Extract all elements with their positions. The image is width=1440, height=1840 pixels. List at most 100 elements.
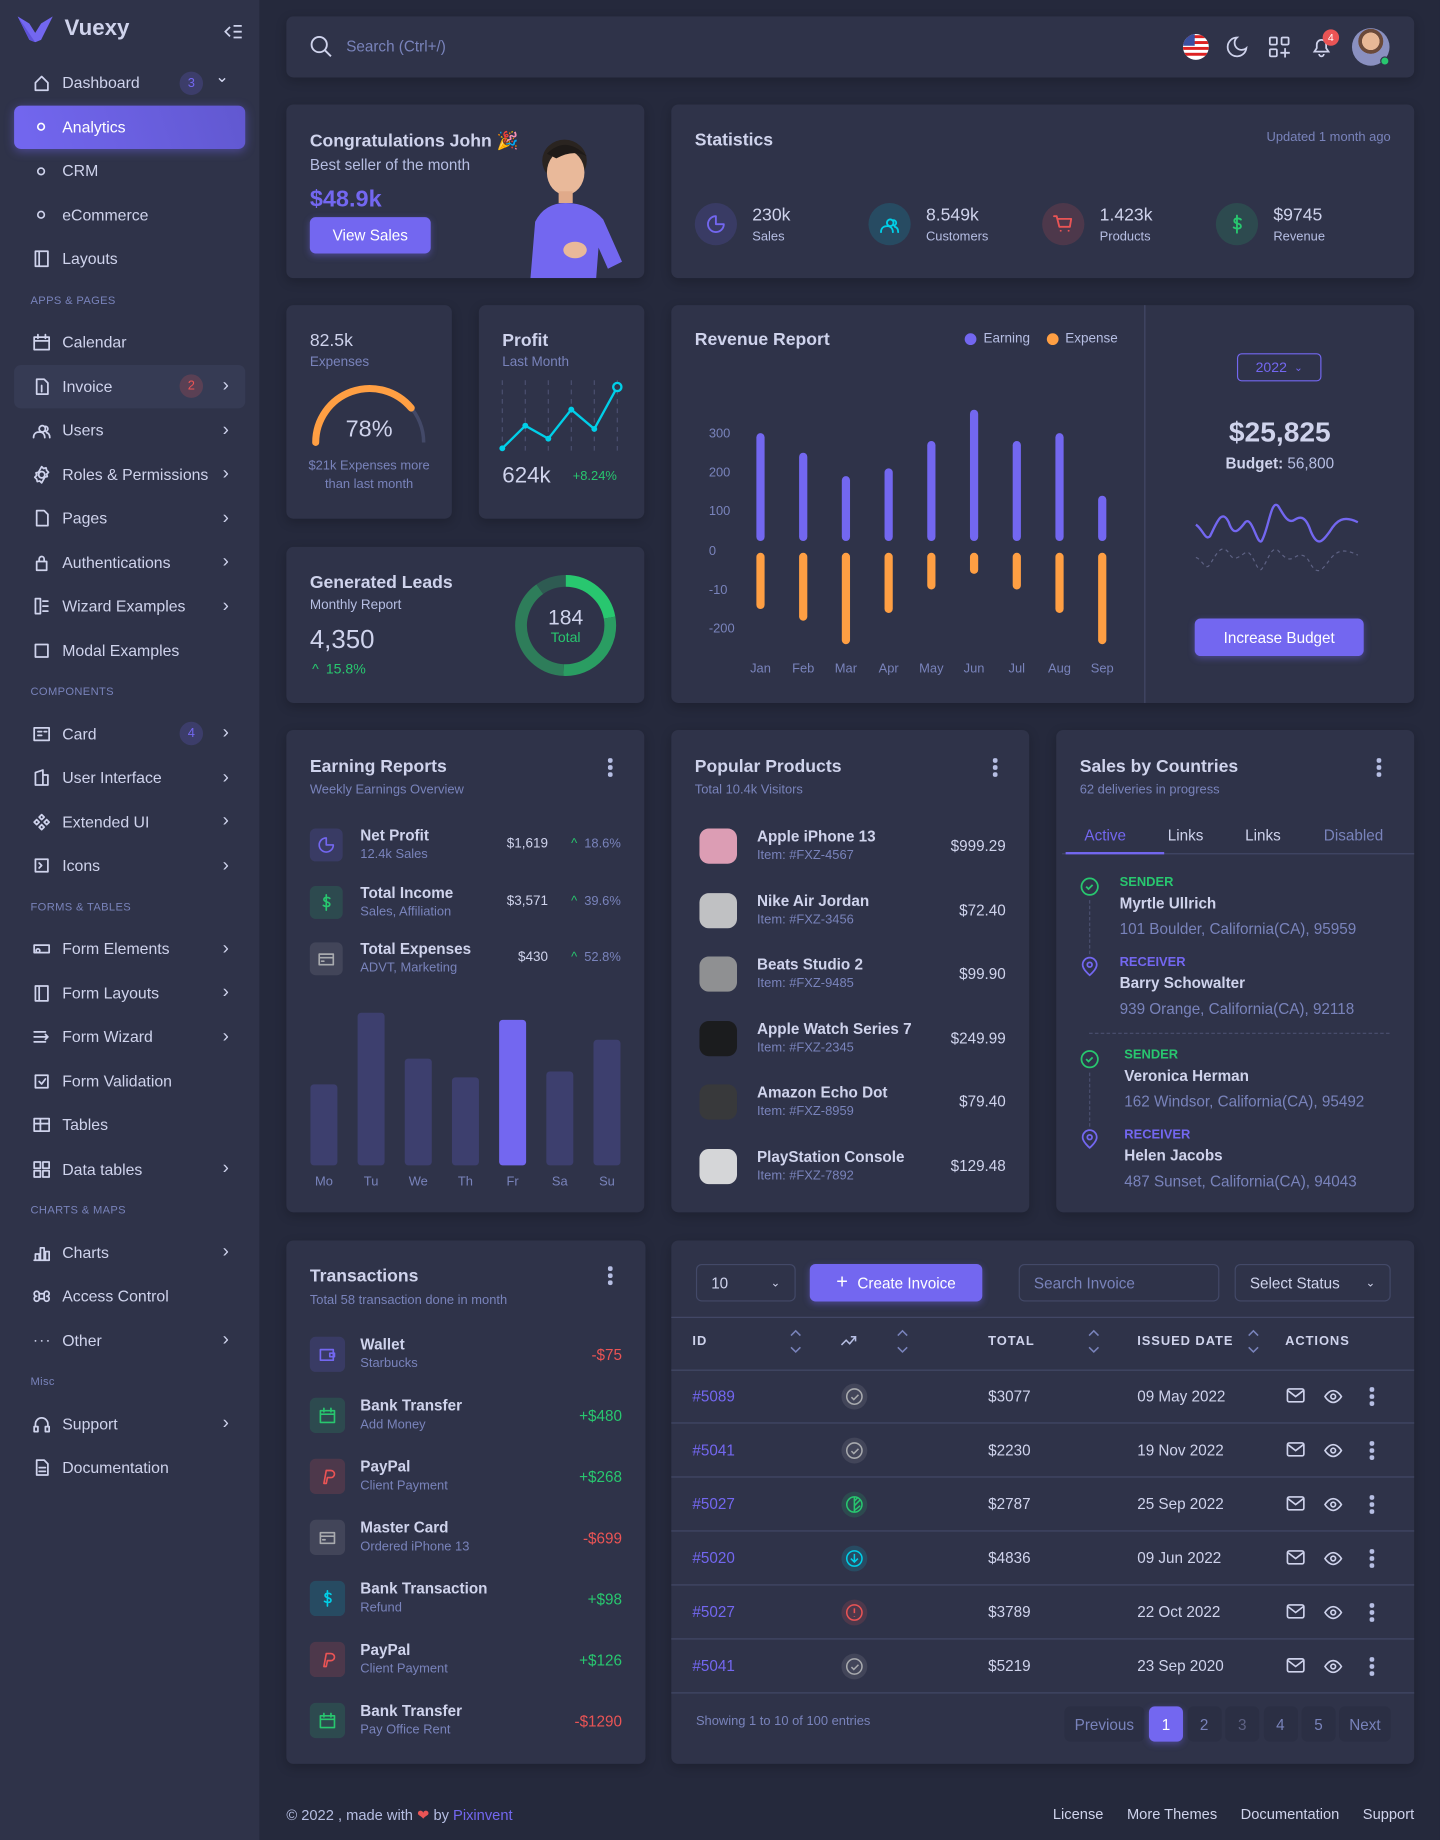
us-flag-icon[interactable] bbox=[1182, 33, 1210, 61]
sort-icon[interactable] bbox=[897, 1329, 909, 1355]
year-dropdown[interactable]: 2022 ⌄ bbox=[1236, 353, 1322, 382]
product-item[interactable]: Beats Studio 2 Item: #FXZ-9485 $99.90 bbox=[695, 952, 1006, 999]
increase-budget-button[interactable]: Increase Budget bbox=[1194, 618, 1364, 657]
create-invoice-button[interactable]: + Create Invoice bbox=[809, 1263, 983, 1302]
mail-icon[interactable] bbox=[1286, 1657, 1305, 1673]
sidebar-item-card[interactable]: Card 4 › bbox=[14, 712, 245, 756]
tab-links[interactable]: Links bbox=[1245, 826, 1281, 844]
trending-up-icon[interactable] bbox=[840, 1332, 857, 1348]
sidebar-item-layouts[interactable]: Layouts bbox=[14, 237, 245, 281]
sidebar-item-modal-examples[interactable]: Modal Examples bbox=[14, 628, 245, 672]
footer-link-license[interactable]: License bbox=[1052, 1806, 1104, 1823]
footer-link-more-themes[interactable]: More Themes bbox=[1126, 1806, 1218, 1823]
sort-icon[interactable] bbox=[790, 1329, 802, 1355]
sidebar-item-form-layouts[interactable]: Form Layouts › bbox=[14, 971, 245, 1015]
page-3-button[interactable]: 3 bbox=[1225, 1706, 1260, 1742]
invoice-id-link[interactable]: #5020 bbox=[692, 1549, 735, 1567]
product-item[interactable]: PlayStation Console Item: #FXZ-7892 $129.4… bbox=[695, 1144, 1006, 1191]
product-item[interactable]: Apple iPhone 13 Item: #FXZ-4567 $999.29 bbox=[695, 824, 1006, 871]
more-actions-icon[interactable] bbox=[1369, 1387, 1375, 1406]
sort-icon[interactable] bbox=[1248, 1329, 1260, 1355]
sidebar-item-extended-ui[interactable]: Extended UI › bbox=[14, 800, 245, 844]
collapse-menu-icon[interactable] bbox=[224, 23, 243, 39]
eye-icon[interactable] bbox=[1324, 1603, 1343, 1622]
page-5-button[interactable]: 5 bbox=[1301, 1706, 1336, 1742]
eye-icon[interactable] bbox=[1324, 1387, 1343, 1406]
product-item[interactable]: Apple Watch Series 7 Item: #FXZ-2345 $249.… bbox=[695, 1016, 1006, 1063]
more-actions-icon[interactable] bbox=[1369, 1495, 1375, 1514]
more-options-icon[interactable] bbox=[607, 758, 613, 777]
sidebar-item-other[interactable]: Other › bbox=[14, 1319, 245, 1363]
sidebar-item-user-interface[interactable]: User Interface › bbox=[14, 756, 245, 800]
status-select[interactable]: Select Status ⌄ bbox=[1234, 1263, 1391, 1302]
page-size-select[interactable]: 10 ⌄ bbox=[695, 1263, 796, 1302]
tab-active[interactable]: Active bbox=[1084, 826, 1126, 844]
mail-icon[interactable] bbox=[1286, 1549, 1305, 1565]
tab-links[interactable]: Links bbox=[1167, 826, 1204, 844]
sidebar-item-roles-permissions[interactable]: Roles & Permissions › bbox=[14, 452, 245, 496]
invoice-id-link[interactable]: #5027 bbox=[692, 1495, 735, 1513]
search-invoice-input[interactable]: Search Invoice bbox=[1018, 1263, 1220, 1302]
invoice-id-link[interactable]: #5041 bbox=[692, 1441, 735, 1459]
sidebar-item-authentications[interactable]: Authentications › bbox=[14, 540, 245, 584]
more-options-icon[interactable] bbox=[992, 758, 998, 777]
more-options-icon[interactable] bbox=[607, 1266, 613, 1285]
mail-icon[interactable] bbox=[1286, 1387, 1305, 1403]
mail-icon[interactable] bbox=[1286, 1441, 1305, 1457]
view-sales-button[interactable]: View Sales bbox=[309, 217, 431, 254]
footer-link-documentation[interactable]: Documentation bbox=[1240, 1806, 1340, 1823]
page-1-button[interactable]: 1 bbox=[1148, 1706, 1183, 1742]
product-item[interactable]: Nike Air Jordan Item: #FXZ-3456 $72.40 bbox=[695, 888, 1006, 935]
invoice-id-link[interactable]: #5041 bbox=[692, 1657, 735, 1675]
sidebar-item-wizard-examples[interactable]: Wizard Examples › bbox=[14, 584, 245, 628]
sidebar-item-pages[interactable]: Pages › bbox=[14, 496, 245, 540]
sidebar-item-data-tables[interactable]: Data tables › bbox=[14, 1147, 245, 1191]
more-actions-icon[interactable] bbox=[1369, 1549, 1375, 1568]
product-item[interactable]: Amazon Echo Dot Item: #FXZ-8959 $79.40 bbox=[695, 1080, 1006, 1127]
mail-icon[interactable] bbox=[1286, 1603, 1305, 1619]
sidebar-item-users[interactable]: Users › bbox=[14, 408, 245, 452]
eye-icon[interactable] bbox=[1324, 1549, 1343, 1568]
sort-icon[interactable] bbox=[1088, 1329, 1100, 1355]
sidebar-item-calendar[interactable]: Calendar bbox=[14, 320, 245, 364]
page-2-button[interactable]: 2 bbox=[1187, 1706, 1222, 1742]
sidebar-item-invoice[interactable]: Invoice 2 › bbox=[14, 364, 246, 409]
footer-link-support[interactable]: Support bbox=[1362, 1806, 1415, 1823]
previous-page-button[interactable]: Previous bbox=[1064, 1706, 1145, 1742]
sidebar-item-support[interactable]: Support › bbox=[14, 1402, 245, 1446]
sidebar-item-icons[interactable]: Icons › bbox=[14, 844, 245, 888]
sidebar-item-analytics[interactable]: Analytics bbox=[14, 105, 246, 150]
sidebar-item-access-control[interactable]: Access Control bbox=[14, 1275, 245, 1319]
more-actions-icon[interactable] bbox=[1369, 1657, 1375, 1676]
column-header-total[interactable]: TOTAL bbox=[988, 1334, 1035, 1349]
sidebar-item-form-elements[interactable]: Form Elements › bbox=[14, 927, 245, 971]
sidebar-item-documentation[interactable]: Documentation bbox=[14, 1446, 245, 1490]
search-icon[interactable] bbox=[310, 35, 333, 58]
shortcuts-grid-icon[interactable] bbox=[1267, 35, 1290, 58]
sidebar-item-crm[interactable]: CRM bbox=[14, 149, 245, 193]
mail-icon[interactable] bbox=[1286, 1495, 1305, 1511]
eye-icon[interactable] bbox=[1324, 1441, 1343, 1460]
more-actions-icon[interactable] bbox=[1369, 1441, 1375, 1460]
pixinvent-link[interactable]: Pixinvent bbox=[453, 1807, 513, 1824]
logo[interactable]: Vuexy bbox=[17, 16, 129, 43]
more-options-icon[interactable] bbox=[1376, 758, 1382, 777]
eye-icon[interactable] bbox=[1324, 1657, 1343, 1676]
more-actions-icon[interactable] bbox=[1369, 1603, 1375, 1622]
bell-icon[interactable] bbox=[1310, 35, 1333, 58]
search-input[interactable]: Search (Ctrl+/) bbox=[346, 37, 446, 56]
sidebar-item-form-validation[interactable]: Form Validation bbox=[14, 1059, 245, 1103]
sidebar-item-tables[interactable]: Tables bbox=[14, 1103, 245, 1147]
sidebar-item-dashboard[interactable]: Dashboard 3 ⌄ bbox=[14, 61, 245, 105]
sidebar-item-charts[interactable]: Charts › bbox=[14, 1231, 245, 1275]
page-4-button[interactable]: 4 bbox=[1263, 1706, 1298, 1742]
invoice-id-link[interactable]: #5027 bbox=[692, 1603, 735, 1621]
sidebar-item-form-wizard[interactable]: Form Wizard › bbox=[14, 1015, 245, 1059]
eye-icon[interactable] bbox=[1324, 1495, 1343, 1514]
column-header-id[interactable]: ID bbox=[692, 1334, 708, 1349]
moon-icon[interactable] bbox=[1225, 35, 1248, 58]
column-header-issued-date[interactable]: ISSUED DATE bbox=[1137, 1334, 1234, 1349]
sidebar-item-ecommerce[interactable]: eCommerce bbox=[14, 193, 245, 237]
invoice-id-link[interactable]: #5089 bbox=[692, 1387, 735, 1405]
next-page-button[interactable]: Next bbox=[1339, 1706, 1391, 1742]
